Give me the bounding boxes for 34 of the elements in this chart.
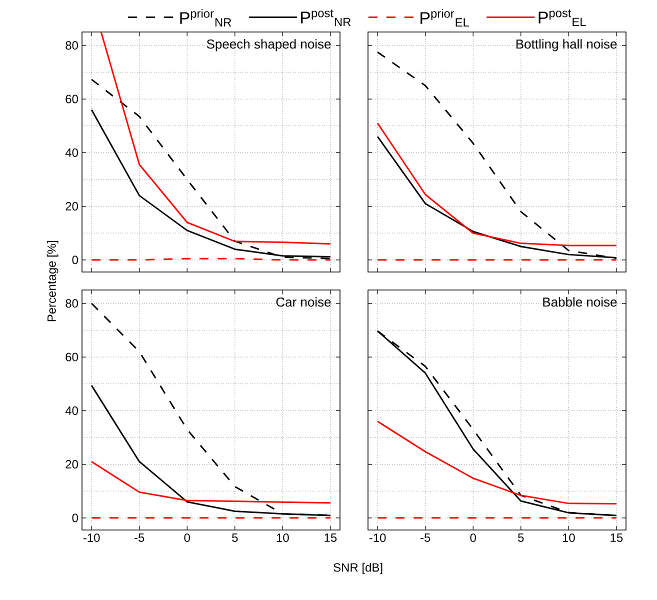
x-tick-label: 0	[184, 534, 190, 542]
x-tick-label: 5	[232, 534, 238, 542]
legend-label: P$^{prior}$NR	[180, 9, 232, 26]
x-tick-label: -5	[420, 534, 430, 542]
legend-label: P$^{prior}$EL	[420, 9, 469, 26]
text: Speech shaped noise	[206, 39, 331, 52]
text: Bottling hall noise	[516, 39, 617, 52]
chart-title: Car noise	[276, 297, 331, 307]
legend-label: P$^{post}$NR	[301, 9, 351, 26]
x-axis-title: SNR [dB]	[334, 562, 382, 574]
line-series	[100, 32, 332, 245]
y-tick-label: 40	[65, 148, 78, 157]
legend-label: P$^{post}$EL	[538, 9, 586, 26]
x-tick-label: 5	[518, 534, 524, 542]
y-tick-label: 0	[72, 256, 78, 264]
y-tick-label: 20	[66, 202, 78, 211]
chart-title: Babble noise	[543, 297, 617, 307]
x-tick-label: -10	[83, 534, 100, 542]
x-tick-label: 10	[562, 534, 575, 542]
y-tick-label: 60	[66, 94, 78, 104]
x-tick-label: 15	[324, 534, 337, 542]
y-tick-label: 80	[66, 41, 78, 50]
x-tick-label: 15	[610, 534, 623, 542]
y-tick-label: 20	[66, 460, 78, 469]
x-tick-label: -5	[134, 534, 144, 542]
y-tick-label: 0	[72, 514, 78, 522]
y-tick-label: 40	[65, 406, 78, 415]
y-tick-label: 60	[66, 352, 78, 362]
line-series	[90, 460, 332, 504]
x-tick-label: 10	[276, 534, 289, 542]
x-tick-label: -10	[369, 534, 386, 542]
y-axis-title: Percentage [%]	[47, 240, 58, 322]
x-tick-label: 0	[470, 534, 476, 542]
y-tick-label: 80	[66, 299, 78, 308]
